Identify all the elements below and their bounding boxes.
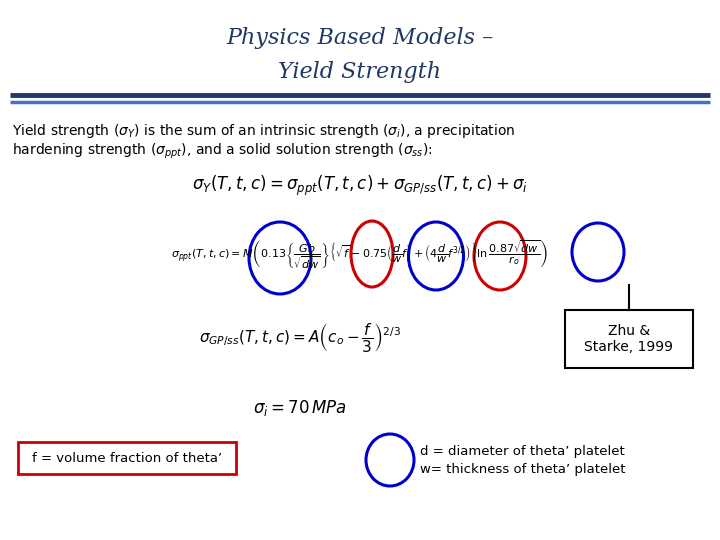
FancyBboxPatch shape — [565, 310, 693, 368]
Text: hardening strength ($\sigma_{ppt}$), and a solid solution strength ($\sigma_{ss}: hardening strength ($\sigma_{ppt}$), and… — [12, 142, 433, 161]
Text: $\sigma_i=70\,MPa$: $\sigma_i=70\,MPa$ — [253, 398, 347, 418]
Ellipse shape — [366, 434, 414, 486]
Text: Yield Strength: Yield Strength — [279, 61, 441, 83]
Text: $\sigma_{ppt}(T,t,c)=M\left(0.13\left\{\dfrac{Gb}{\sqrt{dw}}\right\}\left\{\sqrt: $\sigma_{ppt}(T,t,c)=M\left(0.13\left\{\… — [171, 239, 549, 272]
Text: Yield strength ($\sigma_Y$) is the sum of an intrinsic strength ($\sigma_i$), a : Yield strength ($\sigma_Y$) is the sum o… — [12, 122, 516, 140]
Text: $\sigma_{GP/ss}(T,t,c)=A\left(c_o-\dfrac{f}{3}\right)^{2/3}$: $\sigma_{GP/ss}(T,t,c)=A\left(c_o-\dfrac… — [199, 321, 401, 354]
Text: $\sigma_Y(T,t,c)=\sigma_{ppt}(T,t,c)+\sigma_{GP/ss}(T,t,c)+\sigma_i$: $\sigma_Y(T,t,c)=\sigma_{ppt}(T,t,c)+\si… — [192, 174, 528, 198]
Text: f = volume fraction of theta’: f = volume fraction of theta’ — [32, 451, 222, 464]
FancyBboxPatch shape — [18, 442, 236, 474]
Text: w= thickness of theta’ platelet: w= thickness of theta’ platelet — [420, 463, 626, 476]
Text: Physics Based Models –: Physics Based Models – — [226, 27, 494, 49]
Text: d = diameter of theta’ platelet: d = diameter of theta’ platelet — [420, 446, 625, 458]
Text: Zhu &
Starke, 1999: Zhu & Starke, 1999 — [585, 324, 673, 354]
